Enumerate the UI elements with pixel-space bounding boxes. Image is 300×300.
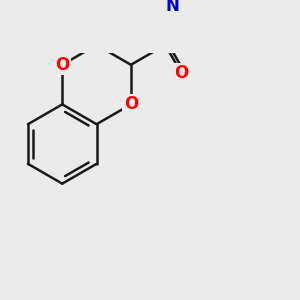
Text: O: O	[55, 56, 69, 74]
Text: O: O	[124, 95, 138, 113]
Text: N: N	[165, 0, 179, 15]
Text: O: O	[174, 64, 189, 82]
